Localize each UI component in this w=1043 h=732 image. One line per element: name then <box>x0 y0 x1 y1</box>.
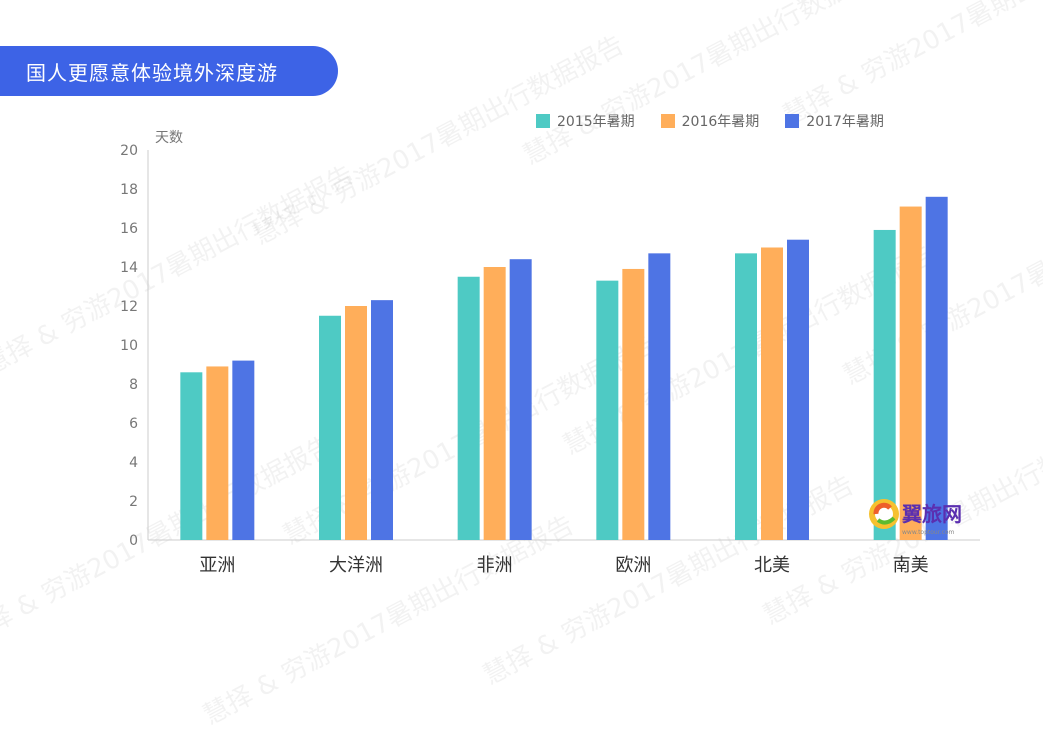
y-tick-label: 2 <box>129 494 138 510</box>
bar <box>509 259 532 540</box>
y-tick-label: 0 <box>129 533 138 549</box>
legend-item-2017: 2017年暑期 <box>785 111 884 131</box>
logo-url: www.toptour.com <box>902 529 955 536</box>
y-tick-label: 14 <box>120 260 138 276</box>
chart-legend: 2015年暑期 2016年暑期 2017年暑期 <box>536 111 910 131</box>
legend-item-2016: 2016年暑期 <box>660 111 760 131</box>
y-tick-label: 12 <box>120 299 138 315</box>
title-banner: 国人更愿意体验境外深度游 <box>0 46 338 96</box>
bar <box>899 206 922 541</box>
y-tick-label: 18 <box>120 182 138 198</box>
x-tick-label: 欧洲 <box>615 555 651 576</box>
y-tick-label: 4 <box>129 455 138 471</box>
legend-label-2017: 2017年暑期 <box>806 114 884 130</box>
x-tick-label: 北美 <box>754 555 790 576</box>
bar <box>925 196 948 541</box>
bar <box>457 276 480 540</box>
bar <box>787 239 809 540</box>
bar <box>319 315 341 540</box>
legend-label-2015: 2015年暑期 <box>557 114 635 130</box>
legend-swatch-2016 <box>660 114 675 128</box>
bar <box>483 267 506 540</box>
x-tick-label: 大洋洲 <box>329 555 383 576</box>
x-tick-label: 亚洲 <box>199 555 235 576</box>
bar <box>232 360 255 540</box>
bar <box>371 300 393 540</box>
x-tick-label: 非洲 <box>477 555 513 576</box>
bar <box>206 366 229 540</box>
bar <box>596 280 619 540</box>
toptour-logo: 翼旅网 www.toptour.com <box>869 499 962 536</box>
x-tick-label: 南美 <box>893 555 929 576</box>
page-title: 国人更愿意体验境外深度游 <box>26 60 278 85</box>
bar <box>761 247 783 540</box>
bar <box>622 268 645 540</box>
y-tick-label: 8 <box>129 377 138 393</box>
bar <box>180 372 203 540</box>
bar <box>873 229 896 540</box>
bar <box>735 253 757 540</box>
bar <box>648 253 671 540</box>
legend-swatch-2015 <box>536 114 550 128</box>
y-axis-label: 天数 <box>155 130 183 146</box>
y-tick-label: 10 <box>120 338 138 354</box>
legend-item-2015: 2015年暑期 <box>536 111 635 131</box>
legend-label-2016: 2016年暑期 <box>681 114 760 130</box>
y-tick-label: 20 <box>120 143 138 159</box>
logo-text: 翼旅网 <box>901 502 962 526</box>
y-tick-label: 16 <box>120 221 138 237</box>
legend-swatch-2017 <box>785 114 800 128</box>
bar <box>345 306 367 540</box>
y-tick-label: 6 <box>129 416 138 432</box>
